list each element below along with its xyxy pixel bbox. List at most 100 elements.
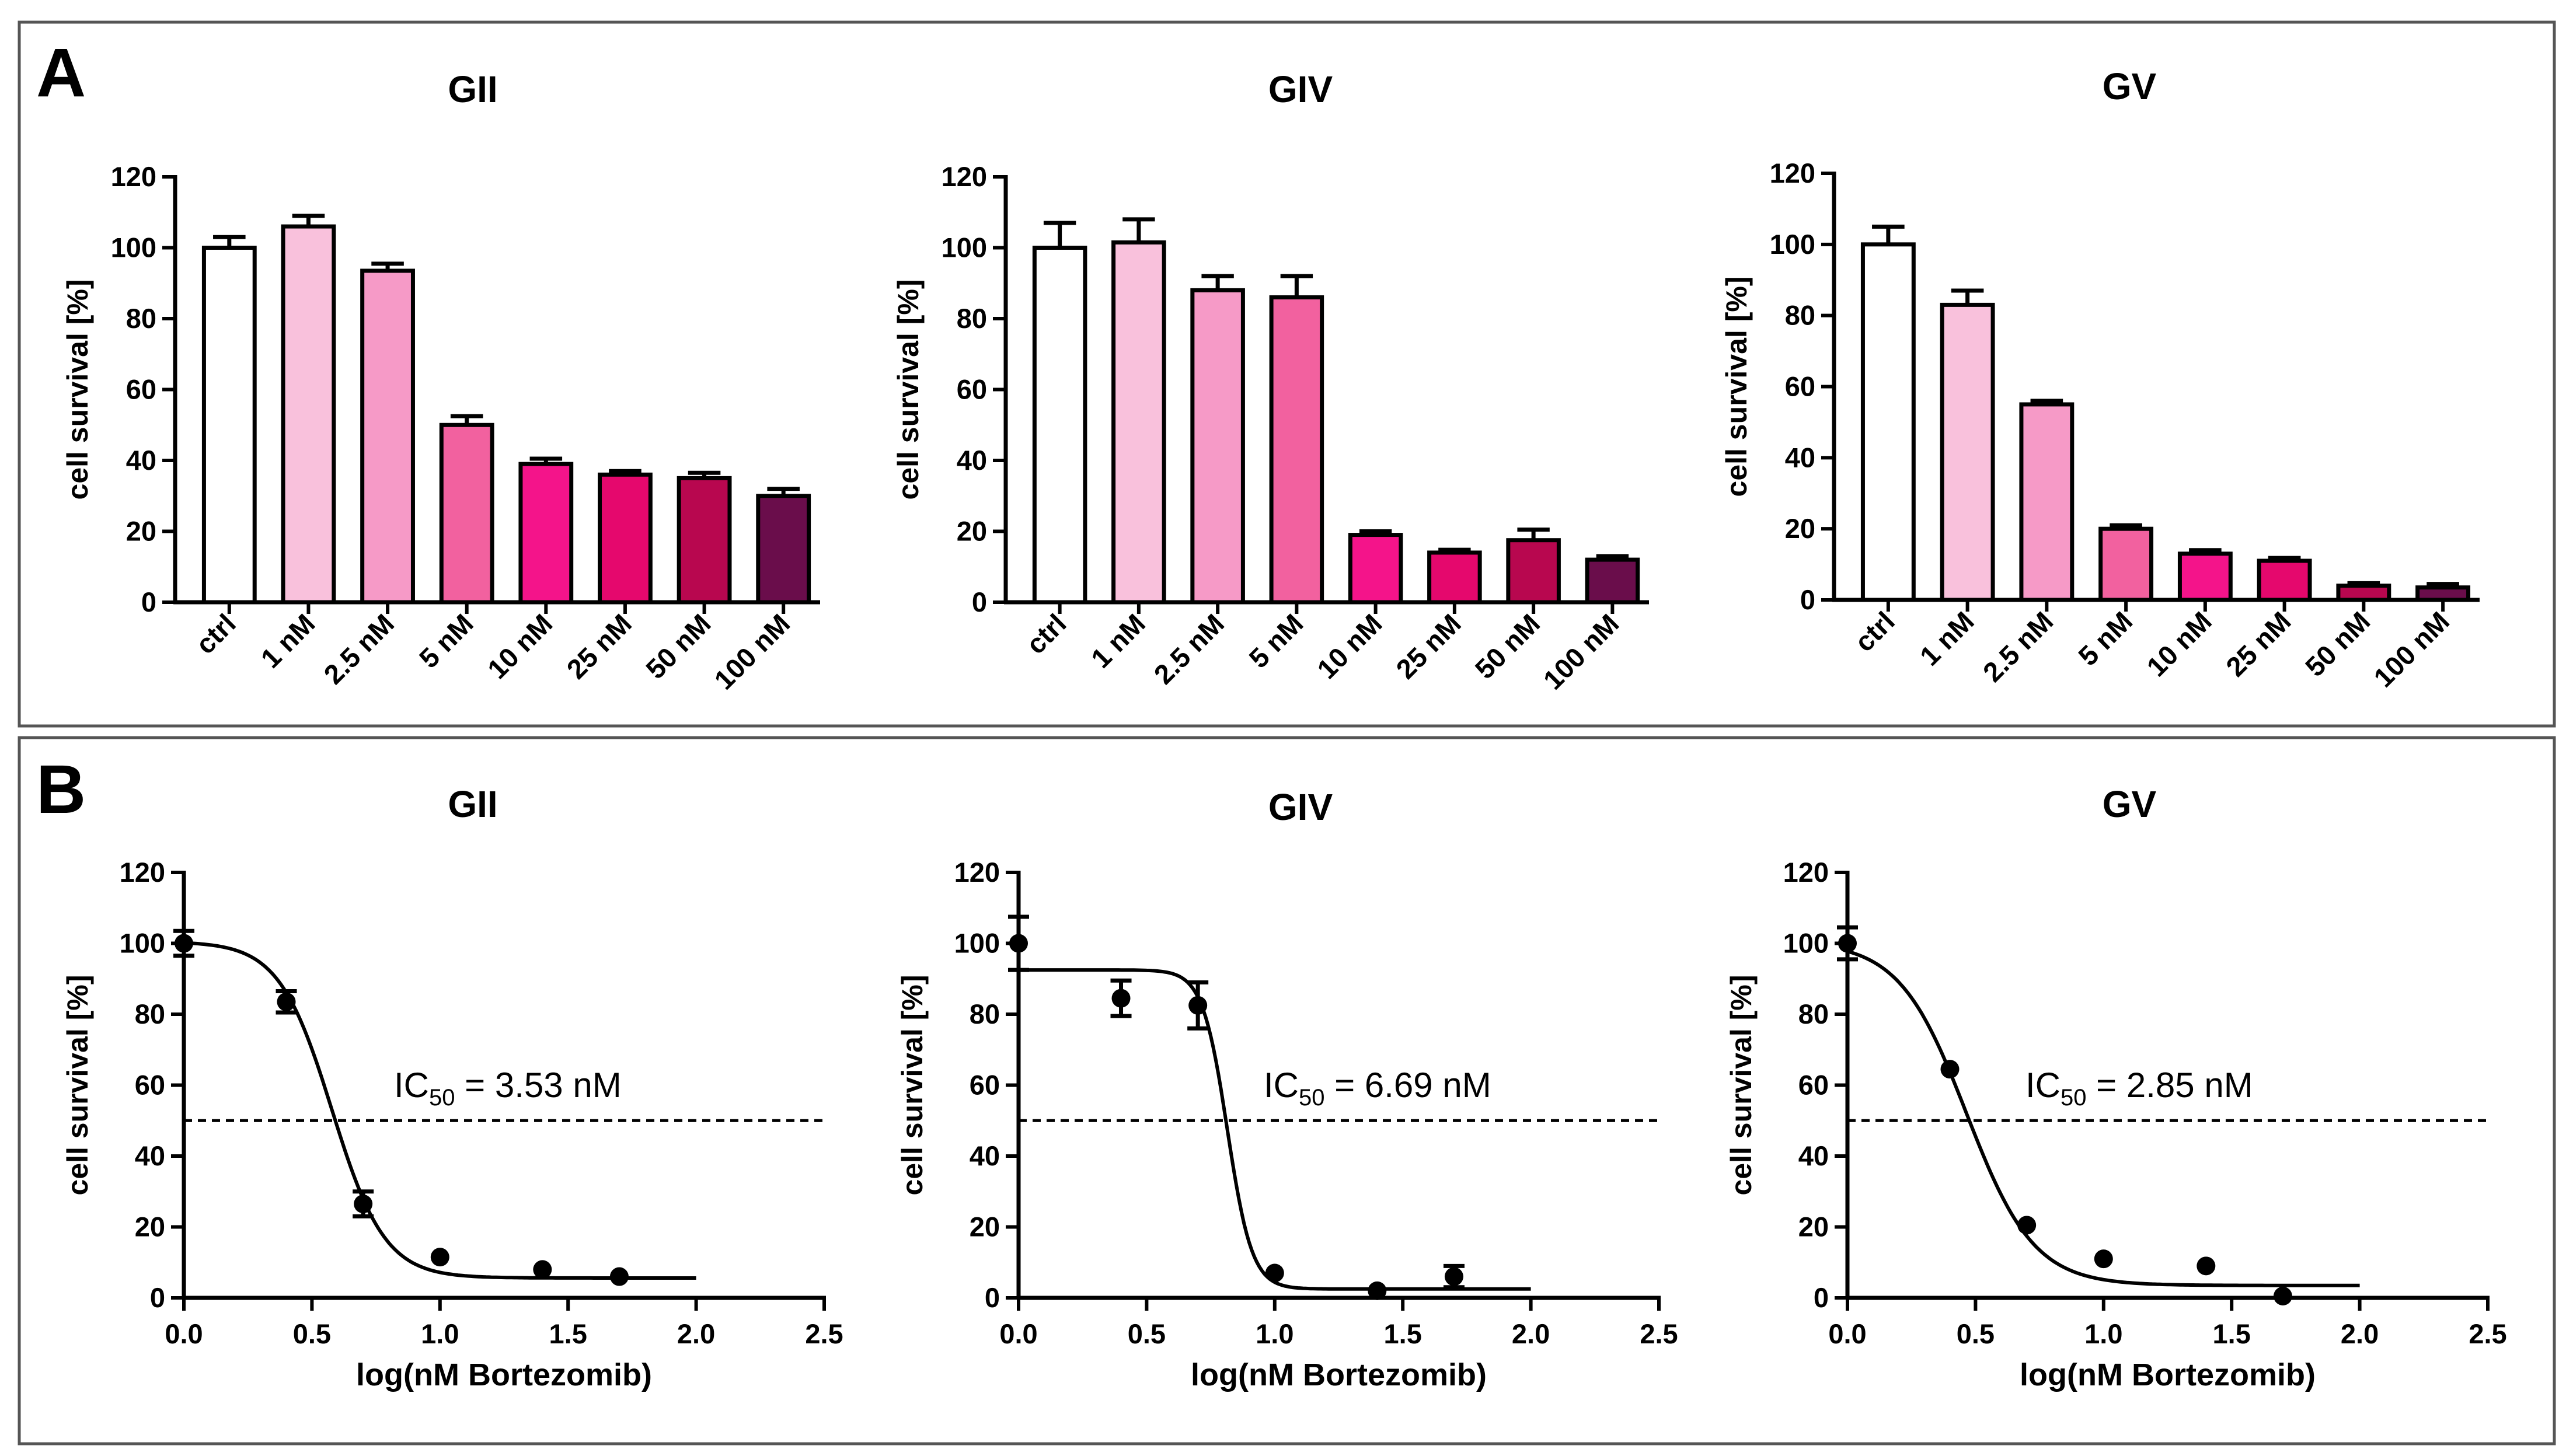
- data-point: [533, 1260, 552, 1279]
- bar-5nM: [2098, 526, 2154, 602]
- x-tick-label: 2.0: [677, 1318, 715, 1349]
- bar-5nM: [1269, 295, 1324, 605]
- y-tick-label: 120: [1770, 158, 1815, 188]
- x-tick-label: 1 nM: [1914, 606, 1980, 672]
- data-point: [1940, 1060, 1960, 1079]
- x-tick-label: 50 nM: [2299, 606, 2376, 683]
- x-tick-label: 2.5: [1640, 1318, 1678, 1349]
- x-tick-label: 5 nM: [413, 608, 479, 674]
- x-tick-label: 2.5: [805, 1318, 843, 1349]
- data-point: [1188, 996, 1208, 1015]
- panel-b-frame: [18, 736, 2556, 1445]
- y-tick-label: 120: [954, 857, 1000, 888]
- x-tick-label: 2.5: [2469, 1318, 2506, 1349]
- x-tick-label: 5 nM: [2072, 606, 2138, 672]
- data-point: [1838, 934, 1857, 953]
- y-tick-label: 80: [135, 998, 165, 1029]
- data-point: [609, 1267, 629, 1286]
- y-tick-label: 0: [141, 586, 156, 617]
- y-tick-label: 80: [970, 998, 1000, 1029]
- bar-50nM: [677, 476, 732, 605]
- bar-25nM: [2257, 558, 2312, 602]
- data-point: [2273, 1286, 2292, 1305]
- ic50-value: = 2.85 nM: [2087, 1066, 2253, 1105]
- y-tick-label: 0: [150, 1282, 165, 1313]
- ic50-value: = 6.69 nM: [1325, 1066, 1491, 1105]
- x-tick-label: 25 nM: [1390, 608, 1467, 685]
- bar-100nM: [2415, 585, 2471, 602]
- x-axis-label: log(nM Bortezomib): [1191, 1357, 1487, 1392]
- data-point: [1009, 934, 1028, 953]
- x-tick-label: 10 nM: [482, 608, 559, 685]
- x-tick-label: 5 nM: [1243, 608, 1309, 674]
- x-tick-label: 0.0: [165, 1318, 203, 1349]
- panel-a-label: A: [36, 34, 86, 111]
- x-tick-label: 100 nM: [708, 608, 796, 696]
- chart-title: GV: [2103, 65, 2157, 107]
- fit-curve: [1019, 968, 1531, 1291]
- chart-title: GII: [448, 68, 497, 110]
- x-tick-label: ctrl: [1849, 606, 1901, 658]
- x-tick-label: 0.0: [999, 1318, 1037, 1349]
- chart-b-giv: GIV 0 20 40 60 80 100 120 0.0 0.5 1.0 1.5 2.0 2.5 cell…: [896, 786, 1678, 1392]
- y-tick-label: 80: [1798, 998, 1829, 1029]
- x-tick-label: 1.5: [2213, 1318, 2251, 1349]
- x-tick-label: 1.0: [1256, 1318, 1294, 1349]
- x-tick-label: 100 nM: [1537, 608, 1624, 696]
- chart-title: GIV: [1268, 786, 1333, 828]
- y-tick-label: 20: [135, 1211, 165, 1242]
- fit-curve: [1847, 949, 2360, 1287]
- y-tick-label: 20: [970, 1211, 1000, 1242]
- y-tick-label: 20: [1798, 1211, 1829, 1242]
- x-tick-label: 0.5: [1128, 1318, 1166, 1349]
- data-point: [2094, 1249, 2113, 1269]
- y-tick-label: 40: [135, 1140, 165, 1171]
- chart-a-gv: GV 0 20 40 60 80 100 120 cell survival [%] ctrl 1 …: [1720, 65, 2480, 693]
- chart-b-gv: GV 0 20 40 60 80 100 120 0.0 0.5 1.0 1.5 2.0 2.5 cell …: [1725, 783, 2507, 1392]
- x-tick-label: 0.5: [293, 1318, 331, 1349]
- y-tick-label: 40: [126, 445, 156, 476]
- bar-5nM: [439, 423, 494, 605]
- x-tick-label: 2.5 nM: [318, 608, 400, 690]
- y-tick-label: 20: [1785, 513, 1815, 544]
- bar-10nM: [1348, 533, 1403, 605]
- x-tick-label: 50 nM: [640, 608, 717, 685]
- x-tick-label: 0.0: [1828, 1318, 1866, 1349]
- bar-ctrl: [1860, 242, 1916, 602]
- bar-50nM: [1506, 538, 1561, 605]
- ic50-subscript: 50: [1299, 1085, 1325, 1111]
- ic50-subscript: 50: [2061, 1085, 2087, 1111]
- x-tick-label: 2.0: [2341, 1318, 2379, 1349]
- x-tick-label: 25 nM: [560, 608, 637, 685]
- data-point: [1444, 1267, 1463, 1286]
- ic50-prefix: IC: [394, 1066, 429, 1105]
- y-tick-label: 20: [957, 516, 987, 547]
- data-point: [1111, 989, 1131, 1008]
- y-tick-label: 40: [970, 1140, 1000, 1171]
- y-tick-label: 100: [120, 928, 165, 959]
- y-axis-label: cell survival [%]: [892, 280, 925, 500]
- data-point: [175, 934, 193, 953]
- bar-1nM: [1111, 240, 1166, 605]
- x-tick-label: 1.5: [549, 1318, 587, 1349]
- data-point: [2197, 1256, 2216, 1276]
- x-axis-label: log(nM Bortezomib): [2020, 1357, 2316, 1392]
- panel-b-label: B: [36, 751, 86, 828]
- x-tick-label: 10 nM: [2140, 606, 2218, 683]
- y-tick-label: 80: [957, 303, 987, 334]
- chart-title: GII: [448, 783, 497, 825]
- y-tick-label: 100: [954, 928, 1000, 959]
- x-tick-label: 1.5: [1384, 1318, 1422, 1349]
- y-axis-label: cell survival [%]: [61, 975, 94, 1196]
- y-tick-label: 40: [1798, 1140, 1829, 1171]
- y-tick-label: 40: [1785, 442, 1815, 473]
- data-point: [430, 1248, 449, 1267]
- x-tick-label: 1.0: [2084, 1318, 2122, 1349]
- y-tick-label: 0: [1814, 1282, 1829, 1313]
- y-tick-label: 100: [111, 232, 156, 263]
- y-tick-label: 120: [942, 161, 987, 192]
- x-tick-label: 1 nM: [1085, 608, 1151, 674]
- bar-10nM: [518, 462, 574, 605]
